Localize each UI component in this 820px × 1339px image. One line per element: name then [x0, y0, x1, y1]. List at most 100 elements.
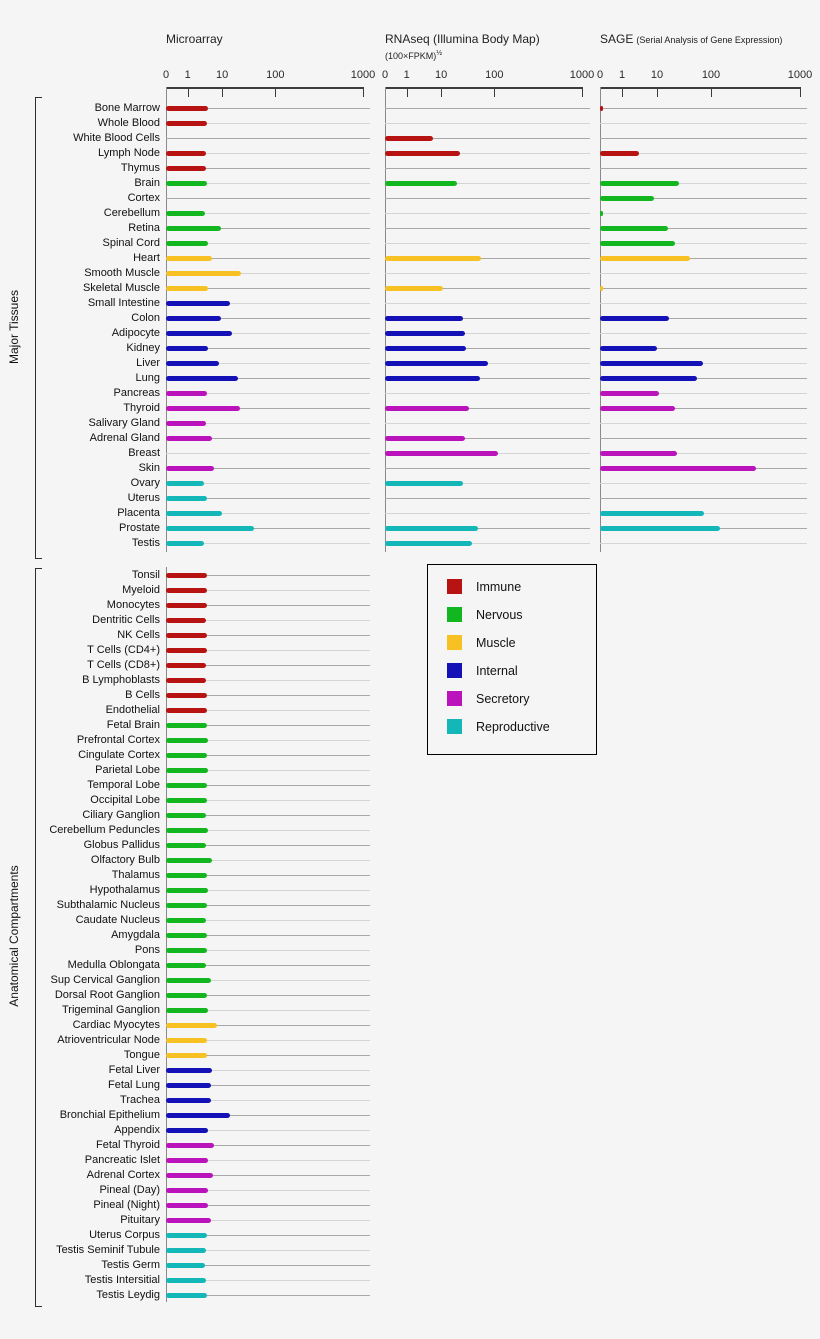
- row-label: Skin: [138, 461, 160, 474]
- grid-line: [600, 392, 807, 394]
- grid-line: [385, 227, 590, 229]
- grid-line: [166, 769, 370, 771]
- grid-line: [600, 107, 807, 109]
- row-label: Bone Marrow: [94, 101, 160, 114]
- row-label: Uterus Corpus: [89, 1228, 160, 1241]
- axis-tick: [657, 87, 658, 97]
- axis-tick-label: 1: [403, 69, 410, 81]
- bar-microarray: [166, 902, 207, 908]
- grid-line: [166, 227, 370, 229]
- grid-line: [166, 904, 370, 906]
- axis-tick-label: 0: [162, 69, 170, 81]
- row-label: NK Cells: [117, 628, 160, 641]
- bar-microarray: [166, 285, 209, 291]
- legend-swatch-nervous: [447, 607, 462, 622]
- row-label: Pons: [134, 943, 160, 956]
- grid-line: [385, 497, 590, 499]
- bar-rnaseq: [385, 150, 461, 156]
- row-label: Prostate: [119, 521, 160, 534]
- axis-tick-label: 10: [435, 69, 448, 81]
- grid-line: [166, 1024, 370, 1026]
- axis-tick: [275, 87, 277, 97]
- grid-line: [166, 497, 370, 499]
- row-label: Olfactory Bulb: [90, 853, 160, 866]
- axis-tick: [363, 87, 364, 97]
- grid-line: [166, 709, 370, 711]
- grid-line: [166, 107, 370, 109]
- grid-line: [166, 197, 370, 199]
- grid-line: [385, 422, 590, 424]
- bar-microarray: [166, 962, 207, 968]
- bar-sage: [600, 240, 676, 246]
- row-label: Hypothalamus: [89, 883, 160, 896]
- axis-tick: [494, 87, 496, 97]
- row-label: Myeloid: [122, 583, 160, 596]
- bar-rnaseq: [385, 330, 465, 336]
- bar-microarray: [166, 300, 230, 306]
- bar-microarray: [166, 1262, 205, 1268]
- legend-item-muscle: Muscle: [447, 635, 516, 650]
- bar-microarray: [166, 1292, 207, 1298]
- grid-line: [166, 1234, 370, 1236]
- row-label: White Blood Cells: [73, 131, 160, 144]
- bar-microarray: [166, 647, 207, 653]
- bar-rnaseq: [385, 255, 481, 261]
- grid-line: [600, 167, 807, 169]
- legend-swatch-muscle: [447, 635, 462, 650]
- bar-rnaseq: [385, 480, 464, 486]
- grid-line: [600, 437, 807, 439]
- grid-line: [166, 889, 370, 891]
- legend-label: Muscle: [476, 635, 516, 650]
- bar-rnaseq: [385, 540, 472, 546]
- row-label: Thyroid: [123, 401, 160, 414]
- row-label: Ciliary Ganglion: [82, 808, 160, 821]
- bar-rnaseq: [385, 180, 458, 186]
- row-label: Thymus: [120, 161, 160, 174]
- bar-microarray: [166, 1097, 211, 1103]
- bar-rnaseq: [385, 360, 488, 366]
- grid-line: [385, 212, 590, 214]
- bar-microarray: [166, 572, 208, 578]
- grid-line: [166, 167, 370, 169]
- row-label: Testis Germ: [101, 1258, 160, 1271]
- legend-label: Secretory: [476, 691, 530, 706]
- row-label: Endothelial: [105, 703, 160, 716]
- row-label: Tongue: [123, 1048, 160, 1061]
- grid-line: [166, 979, 370, 981]
- grid-line: [166, 634, 370, 636]
- bar-microarray: [166, 1052, 208, 1058]
- axis-tick-label: 0: [381, 69, 389, 81]
- bar-sage: [600, 255, 690, 261]
- bar-microarray: [166, 737, 209, 743]
- grid-line: [166, 754, 370, 756]
- legend-item-reproductive: Reproductive: [447, 719, 550, 734]
- row-label: Fetal Brain: [106, 718, 160, 731]
- legend-label: Nervous: [476, 607, 523, 622]
- row-label: Cortex: [127, 191, 160, 204]
- grid-line: [166, 1264, 370, 1266]
- bar-microarray: [166, 677, 207, 683]
- bar-microarray: [166, 420, 206, 426]
- grid-line: [166, 152, 370, 154]
- bar-sage: [600, 360, 703, 366]
- legend-label: Internal: [476, 663, 518, 678]
- bar-sage: [600, 450, 677, 456]
- bar-microarray: [166, 1022, 217, 1028]
- grid-line: [166, 664, 370, 666]
- row-label: Cardiac Myocytes: [72, 1018, 160, 1031]
- grid-line: [166, 1294, 370, 1296]
- grid-line: [166, 1249, 370, 1251]
- grid-line: [385, 137, 590, 139]
- row-label: Medulla Oblongata: [67, 958, 160, 971]
- grid-line: [166, 649, 370, 651]
- grid-line: [166, 542, 370, 544]
- grid-line: [166, 1054, 370, 1056]
- bar-rnaseq: [385, 285, 444, 291]
- grid-line: [166, 302, 370, 304]
- bar-microarray: [166, 375, 239, 381]
- bar-microarray: [166, 767, 209, 773]
- grid-line: [166, 679, 370, 681]
- grid-line: [600, 317, 807, 319]
- row-label: Atrioventricular Node: [57, 1033, 160, 1046]
- row-label: Testis Intersitial: [84, 1273, 160, 1286]
